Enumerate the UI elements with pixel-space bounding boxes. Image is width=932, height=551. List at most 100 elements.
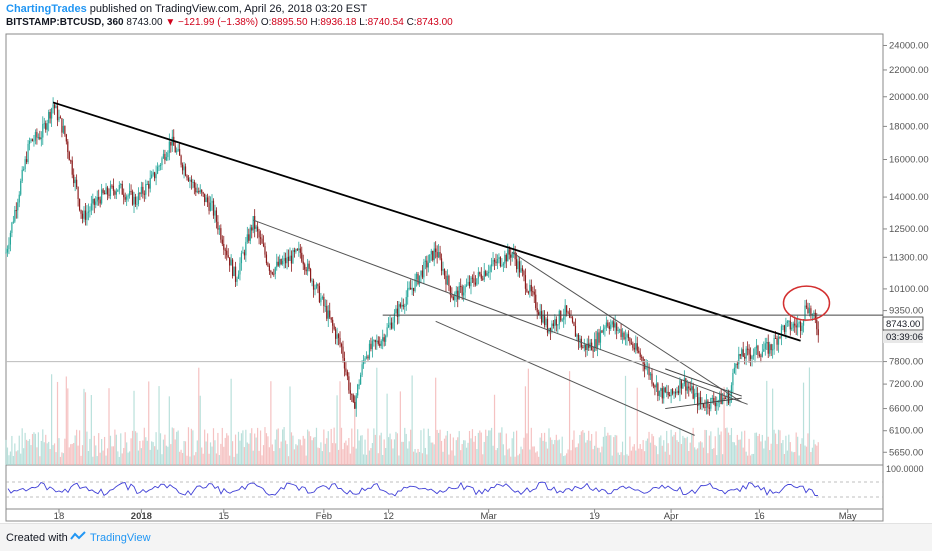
volume-bar: [296, 445, 298, 465]
volume-bar: [78, 430, 81, 465]
candle-body: [93, 198, 95, 205]
candle-body: [442, 269, 444, 271]
volume-bar: [424, 447, 426, 465]
candle-body: [726, 392, 728, 399]
candle-body: [242, 252, 244, 254]
time-axis[interactable]: 18 2018 15 Feb 12 Mar 19 Apr 16 May: [54, 509, 857, 522]
volume-bar: [655, 446, 657, 465]
candle-body: [440, 258, 443, 271]
candle-body: [439, 252, 441, 259]
volume-bar: [170, 444, 172, 465]
candle-body: [274, 267, 276, 275]
volume-bar: [738, 439, 740, 465]
volume-bar: [708, 435, 710, 465]
x-tick-label: 16: [754, 511, 765, 522]
candle-body: [245, 241, 247, 256]
candle-body: [284, 258, 287, 264]
candle-body: [652, 383, 655, 386]
candle-body: [143, 193, 145, 195]
volume-bar: [33, 432, 35, 465]
price-axis[interactable]: 24000.00 22000.00 20000.00 18000.00 16000.00…: [883, 40, 929, 458]
volume-bar: [502, 444, 504, 465]
candle-body: [567, 312, 569, 314]
candle-body: [21, 169, 23, 182]
volume-bar: [159, 433, 162, 465]
volume-bar: [574, 447, 577, 465]
volume-bar: [736, 434, 738, 465]
candle-body: [36, 132, 38, 138]
candle-body: [686, 386, 688, 391]
candle-body: [221, 239, 223, 245]
candle-body: [292, 250, 294, 264]
candle-body: [463, 292, 465, 296]
candle-body: [123, 194, 125, 198]
volume-bar: [620, 452, 622, 465]
volume-bar: [108, 388, 110, 465]
candle-body: [642, 357, 644, 364]
candle-body: [477, 272, 479, 279]
volume-bar: [442, 451, 444, 465]
volume-bar: [722, 454, 724, 465]
volume-bar: [118, 456, 120, 465]
price-chart[interactable]: 24000.00 22000.00 20000.00 18000.00 16000.00…: [0, 0, 932, 523]
tradingview-logo-icon: [70, 531, 86, 540]
candle-body: [240, 253, 243, 264]
candle-body: [296, 249, 298, 251]
volume-bar: [471, 429, 474, 465]
volume-bar: [354, 396, 356, 465]
volume-bar: [109, 435, 112, 465]
volume-bar: [240, 433, 243, 465]
volume-bar: [245, 429, 247, 465]
candle-body: [430, 250, 432, 255]
volume-bar: [377, 453, 379, 465]
candle-body: [799, 321, 802, 332]
published-text: published on TradingView.com, April 26, …: [89, 3, 368, 15]
tradingview-link[interactable]: TradingView: [90, 532, 151, 544]
candle-body: [573, 322, 575, 326]
candle-body: [473, 278, 475, 283]
candle-body: [670, 389, 672, 397]
candle-body: [283, 258, 285, 262]
author-link[interactable]: ChartingTrades: [6, 3, 87, 15]
candle-body: [433, 248, 435, 261]
volume-bar: [209, 442, 212, 465]
candle-body: [181, 164, 184, 171]
volume-bar: [215, 453, 218, 465]
volume-bar: [496, 448, 499, 465]
last-price-tag-text: 8743.00: [886, 319, 920, 330]
volume-bar: [187, 427, 190, 465]
candle-body: [401, 304, 403, 307]
volume-bar: [130, 438, 132, 465]
candle-body: [115, 191, 117, 195]
candle-body: [620, 329, 622, 337]
price-change: ▼ −121.99 (−1.38%): [165, 17, 259, 28]
candle-body: [599, 330, 602, 343]
candle-body: [261, 238, 263, 244]
candle-body: [27, 143, 29, 163]
candle-body: [379, 343, 381, 346]
volume-bar: [149, 449, 151, 465]
volume-bar: [772, 388, 774, 465]
volume-bar: [364, 439, 366, 465]
candles: [5, 97, 819, 417]
candle-body: [438, 252, 440, 258]
volume-bar: [663, 440, 665, 465]
volume-bar: [257, 427, 259, 465]
volume-bar: [262, 445, 265, 465]
volume-bar: [273, 451, 275, 465]
volume-bar: [286, 444, 288, 465]
volume-bar: [495, 450, 497, 465]
candle-body: [801, 325, 803, 332]
volume-bar: [304, 438, 306, 465]
candle-body: [37, 137, 39, 139]
volume-bar: [65, 376, 67, 465]
candle-body: [786, 321, 788, 324]
volume-bar: [568, 371, 571, 465]
volume-bar: [23, 448, 25, 465]
volume-bar: [616, 435, 618, 465]
candle-body: [46, 123, 48, 130]
volume-bar: [630, 450, 632, 465]
candle-body: [563, 316, 565, 320]
rsi-level-label: 100.0000: [886, 464, 924, 474]
volume-bar: [368, 450, 371, 465]
